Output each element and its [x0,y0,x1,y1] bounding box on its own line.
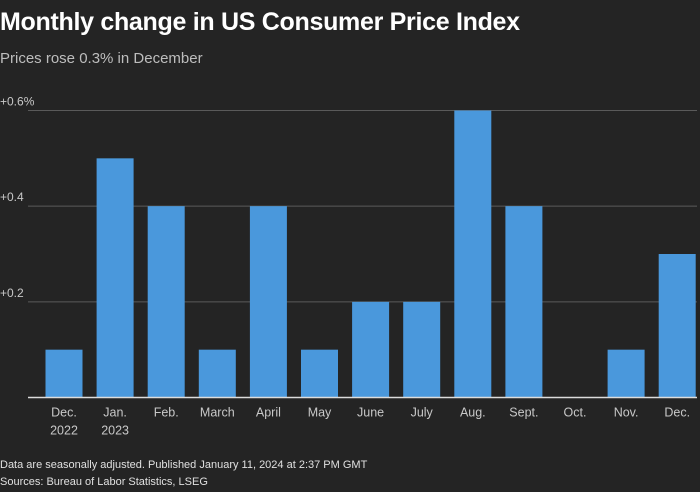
x-tick-label-9: Sept. [509,406,538,420]
footnote: Data are seasonally adjusted. Published … [0,459,368,471]
bar-chart: +0.2 +0.4 +0.6% Dec. 2022 Jan. 2023 Feb. March Ap… [0,95,697,438]
chart-title: Monthly change in US Consumer Price Inde… [0,8,520,36]
x-tick-label-3: March [200,406,235,420]
bar-7 [403,301,441,398]
bar-2 [147,206,185,398]
bar-0 [45,349,83,398]
bar-8 [454,110,492,398]
x-tick-label-11: Nov. [614,406,639,420]
bar-6 [352,301,390,398]
bar-9 [505,206,543,398]
x-tick-label-5: May [308,406,332,420]
y-tick-label-1: +0.4 [0,190,24,204]
x-tick-label-7: July [411,406,434,420]
x-tick-label-8: Aug. [460,406,486,420]
x-tick-label-2: Feb. [154,406,179,420]
bar-3 [198,349,236,398]
x-tick-label-6: June [357,406,384,420]
y-tick-label-0: +0.2 [0,286,24,300]
x-tick-label-0-line2: 2022 [50,424,78,438]
x-tick-label-0: Dec. [51,406,77,420]
x-tick-label-4: April [256,406,281,420]
bar-11 [607,349,645,398]
x-tick-label-10: Oct. [564,406,587,420]
y-tick-label-2: +0.6% [0,95,35,109]
bar-5 [301,349,338,398]
source-note: Sources: Bureau of Labor Statistics, LSE… [0,476,208,488]
x-tick-label-12: Dec. [664,406,690,420]
chart-subtitle: Prices rose 0.3% in December [0,50,203,67]
x-tick-label-1: Jan. [103,406,127,420]
bar-12 [658,254,696,398]
x-tick-label-1-line2: 2023 [101,424,129,438]
bar-1 [96,158,134,398]
bar-4 [249,206,287,398]
